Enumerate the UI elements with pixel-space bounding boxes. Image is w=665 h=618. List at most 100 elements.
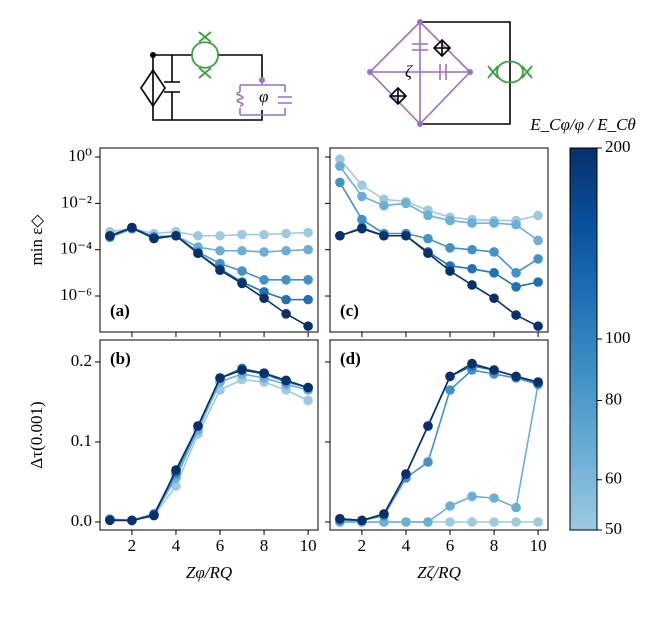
data-point — [489, 493, 499, 503]
plot-frame — [99, 339, 319, 531]
series-line — [339, 227, 539, 327]
data-point — [489, 268, 499, 278]
data-point — [401, 517, 411, 527]
y-tick-label: 10⁻⁶ — [60, 285, 92, 304]
data-point — [511, 282, 521, 292]
data-point — [533, 254, 543, 264]
data-point — [357, 180, 367, 191]
data-point — [423, 517, 433, 527]
data-point — [445, 517, 455, 527]
x-tick-label: 10 — [530, 536, 547, 555]
circuit-label: φ — [259, 87, 268, 106]
data-point — [379, 200, 389, 211]
data-point — [215, 265, 225, 276]
data-point — [215, 373, 225, 383]
data-point — [423, 421, 433, 431]
data-point — [335, 177, 345, 188]
data-point — [511, 219, 521, 230]
data-point — [149, 233, 159, 244]
data-point — [171, 230, 181, 241]
data-point — [467, 218, 477, 228]
data-point — [357, 515, 367, 526]
x-tick-label: 10 — [300, 536, 317, 555]
data-point — [445, 243, 455, 253]
plot-frame — [329, 147, 549, 333]
circuit-left: φ — [140, 31, 292, 121]
data-point — [259, 229, 269, 240]
x-tick-label: 6 — [446, 536, 455, 555]
x-tick-label: 8 — [260, 536, 269, 555]
colorbar-tick-label: 80 — [605, 389, 622, 408]
data-point — [467, 517, 477, 527]
data-point — [489, 365, 499, 375]
data-point — [335, 161, 345, 172]
plot-frame — [329, 339, 549, 531]
data-point — [511, 502, 521, 513]
data-point — [357, 223, 367, 234]
y-tick-label: 10⁻² — [61, 192, 92, 211]
data-point — [281, 309, 291, 319]
data-point — [489, 247, 499, 257]
colorbar-tick-label: 200 — [605, 137, 631, 156]
data-point — [467, 358, 477, 369]
data-point — [423, 233, 433, 244]
colorbar-tick-label: 50 — [605, 519, 622, 538]
data-point — [533, 277, 543, 287]
data-point — [193, 248, 203, 259]
data-point — [445, 385, 455, 395]
data-point — [379, 509, 389, 519]
x-tick-label: 2 — [358, 536, 367, 555]
series-line — [109, 227, 309, 237]
data-point — [335, 154, 345, 165]
data-point — [511, 371, 521, 382]
data-point — [259, 275, 269, 285]
data-point — [467, 280, 477, 290]
data-point — [303, 321, 313, 331]
x-tick-label: 4 — [172, 536, 181, 555]
data-point — [171, 465, 181, 475]
series-line — [339, 165, 539, 242]
y-tick-label: 10⁻⁴ — [60, 239, 92, 258]
x-axis-label: Zζ/RQ — [417, 563, 461, 582]
colorbar-label: E_Cφ/φ / E_Cθ — [529, 115, 636, 134]
data-point — [303, 244, 313, 255]
data-point — [237, 245, 247, 256]
panel-label: (d) — [340, 349, 361, 368]
data-point — [303, 294, 313, 305]
data-point — [423, 457, 433, 467]
data-point — [357, 214, 367, 225]
data-point — [281, 275, 291, 285]
y-axis-label: Δτ(0.001) — [27, 401, 46, 468]
x-axis-label: Zφ/RQ — [186, 563, 232, 582]
data-point — [489, 517, 499, 527]
series-line — [339, 182, 539, 274]
data-point — [259, 293, 269, 304]
series-line — [109, 373, 309, 522]
data-point — [193, 230, 203, 241]
series-line — [339, 384, 539, 523]
data-point — [489, 293, 499, 304]
data-point — [445, 371, 455, 382]
data-point — [259, 247, 269, 257]
data-point — [423, 248, 433, 259]
data-point — [303, 227, 313, 238]
panel-label: (b) — [110, 349, 131, 368]
data-point — [281, 245, 291, 256]
data-point — [379, 230, 389, 241]
data-point — [511, 268, 521, 278]
data-point — [237, 365, 247, 375]
data-point — [171, 481, 181, 491]
data-point — [401, 198, 411, 209]
colorbar-tick-label: 100 — [605, 328, 631, 347]
data-point — [533, 235, 543, 246]
series-line — [109, 369, 309, 522]
series-line — [339, 369, 539, 522]
data-point — [445, 266, 455, 276]
data-point — [149, 510, 159, 521]
data-point — [105, 515, 115, 526]
data-point — [237, 266, 247, 276]
data-point — [533, 377, 543, 387]
series-line — [109, 369, 309, 522]
data-point — [511, 310, 521, 320]
data-point — [489, 218, 499, 228]
